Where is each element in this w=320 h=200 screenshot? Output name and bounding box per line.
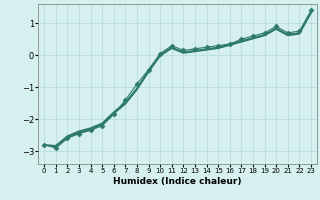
X-axis label: Humidex (Indice chaleur): Humidex (Indice chaleur) xyxy=(113,177,242,186)
